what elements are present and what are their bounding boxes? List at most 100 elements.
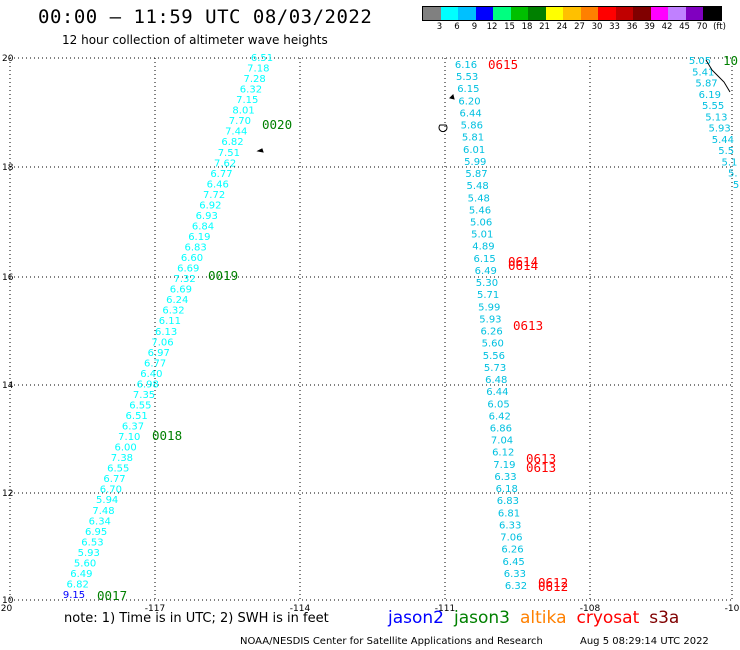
- wave-height-value: 7.28: [243, 74, 265, 85]
- wave-height-value: 6.15: [473, 254, 495, 265]
- wave-height-value: 6.83: [497, 496, 519, 507]
- wave-height-value: 5.71: [477, 290, 499, 301]
- legend-swatch: [528, 7, 546, 20]
- legend-label: 24: [556, 22, 568, 32]
- legend-label: 33: [609, 22, 620, 32]
- wave-height-value: 5.05: [689, 56, 711, 67]
- legend-swatch: [633, 7, 651, 20]
- time-label: 0019: [208, 268, 238, 283]
- legend-label: 39: [644, 22, 655, 32]
- wave-height-value: 7.06: [151, 337, 173, 348]
- time-label: 0613: [513, 318, 543, 333]
- time-label: 0613: [526, 451, 556, 466]
- wave-height-value: 6.44: [460, 108, 482, 119]
- legend-label: 12: [486, 22, 498, 32]
- wave-height-value: 7.18: [247, 64, 269, 75]
- wave-height-value: 7.51: [218, 148, 240, 159]
- legend-swatch: [423, 7, 441, 20]
- wave-height-value: 6.82: [67, 579, 89, 590]
- wave-height-value: 6.15: [457, 84, 479, 95]
- wave-height-value: 6.77: [210, 169, 232, 180]
- wave-height-value: 6.40: [140, 369, 162, 380]
- wave-height-value: 5.99: [464, 157, 486, 168]
- wave-height-value: 7.70: [229, 116, 251, 127]
- wave-height-value: 5: [733, 180, 739, 191]
- wave-height-value: 7.38: [111, 453, 133, 464]
- footer-note: note: 1) Time is in UTC; 2) SWH is in fe…: [64, 611, 329, 626]
- wave-height-value: 6.98: [137, 379, 159, 390]
- y-tick-label: 18: [2, 163, 14, 173]
- time-label: 0612: [538, 575, 568, 590]
- wave-height-value: 6.34: [89, 516, 111, 527]
- legend-label: 21: [539, 22, 550, 32]
- page-title: 00:00 – 11:59 UTC 08/03/2022: [38, 6, 373, 28]
- legend-label: 9: [471, 22, 478, 32]
- wave-height-value: 6.53: [81, 537, 103, 548]
- time-label: 10: [723, 53, 738, 68]
- legend-swatch: [668, 7, 686, 20]
- wave-height-value: 5.53: [456, 72, 478, 83]
- color-legend-bar: [422, 6, 722, 21]
- wave-height-value: 6.60: [181, 253, 203, 264]
- wave-height-value: 5.60: [482, 339, 504, 350]
- wave-height-value: 6.82: [221, 137, 243, 148]
- legend-label: 18: [521, 22, 533, 32]
- x-tick-label: -111: [435, 604, 455, 614]
- x-tick-label: -10: [725, 604, 740, 614]
- wave-height-value: 5.44: [712, 135, 734, 146]
- x-tick-label: -117: [145, 604, 165, 614]
- legend-swatch: [458, 7, 476, 20]
- wave-height-value: 6.05: [487, 399, 509, 410]
- wave-height-value: 6.48: [485, 375, 507, 386]
- wave-height-value: 5.5: [718, 146, 734, 157]
- timestamp-text: Aug 5 08:29:14 UTC 2022: [580, 636, 709, 647]
- wave-height-value: 5.56: [483, 351, 505, 362]
- wave-height-value: 6.11: [159, 316, 181, 327]
- island-mark: [438, 124, 448, 133]
- wave-height-value: 8.01: [232, 106, 254, 117]
- coastline-mark: [705, 59, 731, 93]
- wave-height-value: 6.49: [475, 266, 497, 277]
- island-mark: [449, 94, 455, 100]
- wave-height-value: 5.99: [478, 302, 500, 313]
- wave-height-value: 6.26: [480, 327, 502, 338]
- legend-swatch: [685, 7, 703, 20]
- wave-height-value: 6.46: [207, 179, 229, 190]
- island-mark: [256, 148, 264, 153]
- wave-height-value: 5.55: [702, 101, 724, 112]
- wave-height-value: 6.95: [85, 527, 107, 538]
- wave-height-value: 6.81: [498, 508, 520, 519]
- wave-height-value: 6.33: [504, 569, 526, 580]
- satellite-jason3: jason3: [454, 608, 510, 628]
- wave-height-value: 5.87: [695, 79, 717, 90]
- legend-swatch: [615, 7, 633, 20]
- wave-height-value: 6.19: [188, 232, 210, 243]
- wave-height-value: 6.55: [129, 400, 151, 411]
- wave-height-value: 5.46: [469, 205, 491, 216]
- wave-height-value: 7.10: [118, 432, 140, 443]
- satellite-s3a: s3a: [649, 608, 680, 628]
- wave-height-value: 6.26: [501, 545, 523, 556]
- wave-height-value: 5.1: [722, 157, 738, 168]
- wave-height-value: 7.04: [491, 436, 513, 447]
- legend-label: 3: [436, 22, 443, 32]
- wave-height-value: 6.37: [122, 422, 144, 433]
- legend-swatch: [580, 7, 598, 20]
- legend-swatch: [545, 7, 563, 20]
- legend-label: 70: [696, 22, 708, 32]
- wave-height-value: 5.48: [468, 193, 490, 204]
- wave-height-value: 7.15: [236, 95, 258, 106]
- wave-height-value: 6.51: [126, 411, 148, 422]
- wave-height-value: 7.72: [203, 190, 225, 201]
- time-label: 0614: [508, 254, 538, 269]
- wave-height-value: 6.70: [100, 485, 122, 496]
- wave-height-value: 6.13: [155, 327, 177, 338]
- wave-height-value: 7.32: [173, 274, 195, 285]
- satellite-altika: altika: [520, 608, 567, 628]
- wave-height-value: 5.94: [96, 495, 118, 506]
- time-label: 0612: [538, 579, 568, 594]
- page-subtitle: 12 hour collection of altimeter wave hei…: [62, 33, 328, 47]
- legend-label: (ft): [713, 22, 726, 32]
- wave-height-value: 5.48: [466, 181, 488, 192]
